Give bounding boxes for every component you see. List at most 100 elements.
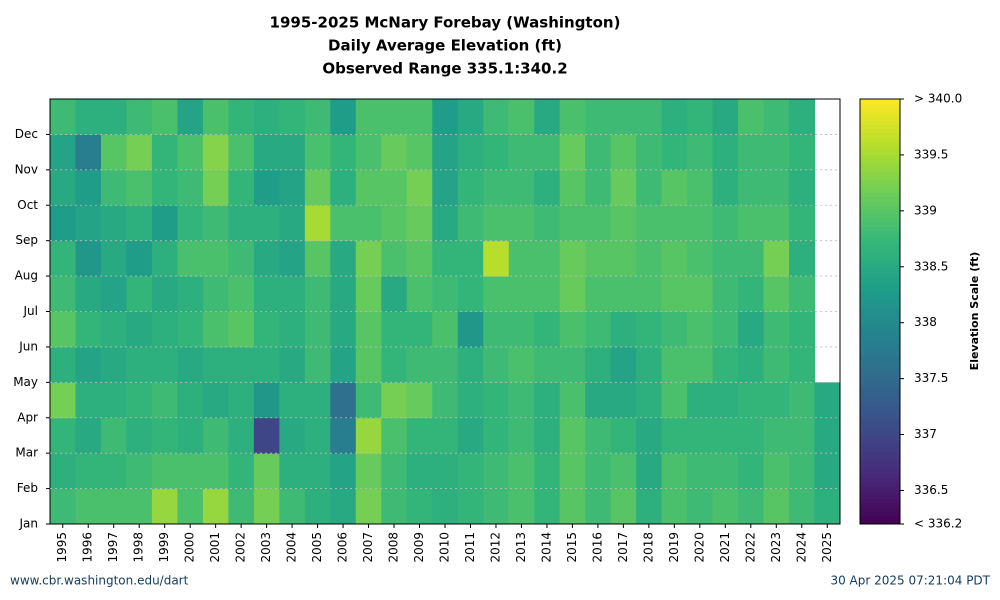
colorbar-step (860, 252, 900, 257)
cell (126, 169, 153, 206)
cell (100, 453, 127, 490)
cell (457, 276, 484, 312)
colorbar-tick-label: 338 (914, 315, 937, 329)
cell (763, 169, 790, 206)
cell (100, 276, 127, 312)
x-tick-label: 2006 (336, 532, 350, 563)
cell (279, 134, 306, 171)
cell (687, 311, 714, 348)
cell (432, 169, 459, 206)
cell (585, 453, 612, 490)
cell (687, 169, 714, 206)
cell (381, 240, 408, 277)
colorbar-step (860, 290, 900, 295)
cell (330, 205, 357, 242)
colorbar-step (860, 128, 900, 134)
cell (355, 240, 382, 277)
cell (381, 346, 408, 383)
colorbar-step (860, 358, 900, 363)
colorbar-step (860, 447, 900, 453)
cell (50, 276, 76, 312)
cell (789, 205, 816, 242)
cell (789, 417, 816, 454)
cell (432, 488, 459, 525)
colorbar-step (860, 366, 900, 372)
y-tick-label: Apr (17, 410, 38, 424)
cell (738, 417, 765, 454)
colorbar-step (860, 196, 900, 202)
cell (763, 134, 790, 171)
cell (687, 240, 714, 277)
cell (126, 417, 153, 454)
cell (177, 240, 204, 277)
colorbar-step (860, 205, 900, 210)
x-tick-label: 2016 (590, 532, 604, 563)
colorbar-step (860, 311, 900, 317)
colorbar-step (860, 158, 900, 164)
cell (508, 382, 535, 419)
cell (636, 134, 663, 171)
cell (279, 453, 306, 490)
cell (228, 99, 255, 135)
colorbar-step (860, 171, 900, 176)
cell (151, 488, 178, 525)
cell (559, 276, 586, 312)
cell (814, 488, 841, 525)
cell (636, 311, 663, 348)
cell (151, 169, 178, 206)
colorbar-step (860, 243, 900, 249)
cell (330, 346, 357, 383)
cell (406, 488, 433, 525)
colorbar-tick-label: 339 (914, 203, 937, 217)
cell (279, 240, 306, 277)
cell (330, 169, 357, 206)
cell (304, 240, 331, 277)
colorbar-step (860, 141, 900, 147)
cell (151, 240, 178, 277)
colorbar-tick-label: 336.5 (914, 483, 948, 497)
cell (406, 276, 433, 312)
cell (789, 382, 816, 419)
colorbar-step (860, 460, 900, 465)
y-tick-label: Feb (17, 481, 38, 495)
cell (738, 99, 765, 135)
cell (202, 276, 229, 312)
cell (712, 417, 739, 454)
cell (712, 311, 739, 348)
cell (738, 240, 765, 277)
cell (789, 99, 816, 135)
colorbar-step (860, 107, 900, 113)
colorbar-tick-label: < 336.2 (914, 517, 962, 531)
cell (763, 488, 790, 525)
cell (253, 240, 280, 277)
cell (126, 311, 153, 348)
cell (304, 488, 331, 525)
cell (228, 169, 255, 206)
cell (661, 169, 688, 206)
cell (253, 417, 280, 454)
colorbar-step (860, 379, 900, 385)
cell (202, 134, 229, 171)
cell (100, 417, 127, 454)
cell (100, 240, 127, 277)
colorbar-step (860, 201, 900, 206)
x-tick-label: 2010 (438, 532, 452, 563)
cell (483, 99, 510, 135)
cell (75, 99, 102, 135)
cell (100, 311, 127, 348)
cell (126, 346, 153, 383)
colorbar-tick-label: > 340.0 (914, 92, 962, 106)
cell (100, 488, 127, 525)
colorbar-step (860, 320, 900, 325)
cell (304, 453, 331, 490)
cell (355, 311, 382, 348)
cell (687, 488, 714, 525)
cell (712, 205, 739, 242)
cell (177, 417, 204, 454)
cell (457, 488, 484, 525)
colorbar-step (860, 417, 900, 423)
cell (304, 169, 331, 206)
cell (75, 169, 102, 206)
cell (406, 417, 433, 454)
cell (355, 169, 382, 206)
